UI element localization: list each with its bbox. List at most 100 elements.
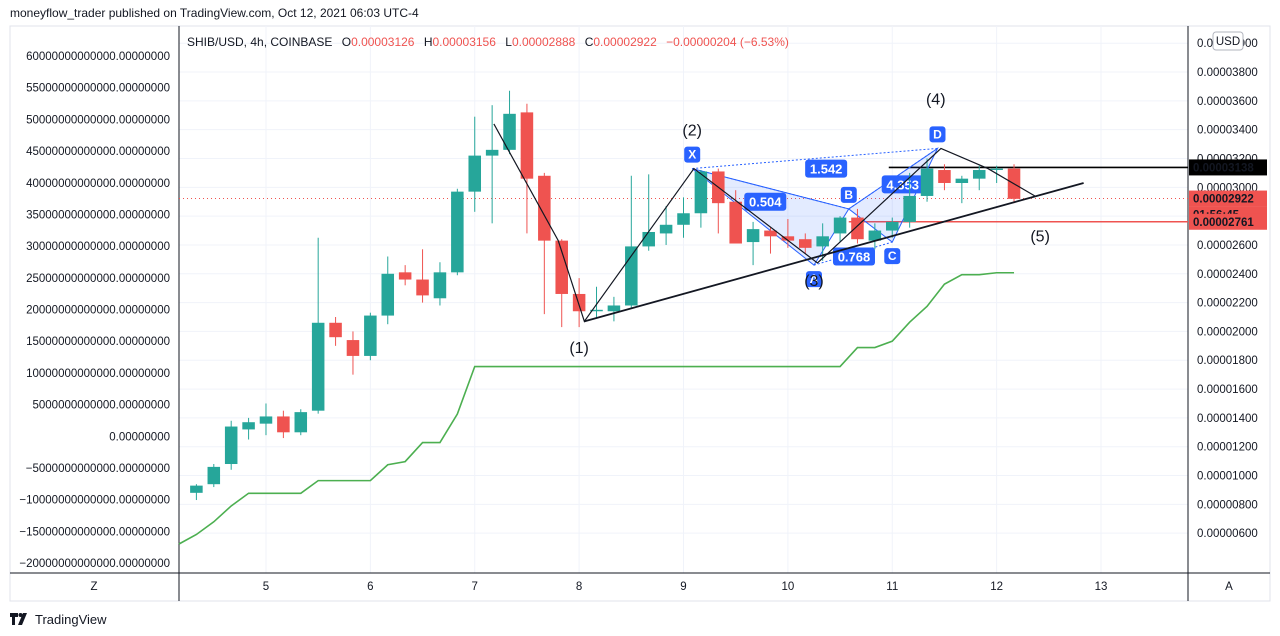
candle-body bbox=[224, 426, 238, 465]
price-tick: 0.00001400 bbox=[1197, 413, 1258, 425]
candle-body bbox=[572, 293, 586, 312]
pattern-line-xb bbox=[692, 168, 849, 210]
chart-pane[interactable] bbox=[9, 25, 1271, 602]
candle-body bbox=[381, 273, 395, 316]
candle-body bbox=[259, 416, 273, 424]
ratio-label: 0.768 bbox=[838, 249, 871, 264]
time-tick: 7 bbox=[472, 581, 478, 593]
left-tick: 30000000000000.00000000 bbox=[26, 241, 170, 253]
candle-body bbox=[607, 305, 621, 312]
candle-body bbox=[990, 168, 1003, 171]
candle-body bbox=[746, 229, 760, 243]
ratio-box bbox=[832, 247, 875, 266]
ratio-label: 1.542 bbox=[810, 162, 843, 177]
price-axis[interactable]: 0.00000600 0.00000800 0.00001000 0.00001200… bbox=[1197, 38, 1258, 540]
left-tick: 10000000000000.00000000 bbox=[26, 368, 170, 380]
candle-body bbox=[468, 155, 482, 192]
wave-label: (3) bbox=[804, 273, 824, 290]
candle-body bbox=[485, 149, 499, 156]
wave-label: (2) bbox=[682, 122, 702, 139]
left-tick: 35000000000000.00000000 bbox=[26, 209, 170, 221]
legend-high: 0.00003156 bbox=[433, 35, 497, 49]
harmonic-pattern[interactable]: X A B C D 0.504 0.768 1.542 4.353 bbox=[684, 126, 946, 288]
candle-body bbox=[920, 168, 934, 196]
wave-label: (5) bbox=[1030, 228, 1050, 245]
left-tick: 25000000000000.00000000 bbox=[26, 273, 170, 285]
left-tick: 20000000000000.00000000 bbox=[26, 305, 170, 317]
time-tick: 9 bbox=[680, 581, 686, 593]
candle-body bbox=[520, 112, 534, 179]
candle-body bbox=[903, 195, 916, 222]
left-tick: 50000000000000.00000000 bbox=[26, 114, 170, 126]
candles bbox=[190, 90, 1021, 501]
price-tick: 0.00001800 bbox=[1197, 355, 1258, 367]
legend-symbol: SHIB/USD, 4h, COINBASE bbox=[187, 35, 332, 49]
bottom-left-button[interactable]: Z bbox=[82, 576, 106, 596]
candle-body bbox=[329, 322, 342, 338]
currency-badge[interactable]: USD bbox=[1212, 31, 1244, 51]
left-tick: −10000000000000.00000000 bbox=[19, 495, 170, 507]
candle-body bbox=[242, 422, 255, 430]
candle-body bbox=[294, 412, 308, 433]
legend-low: 0.00002888 bbox=[512, 35, 576, 49]
price-tick: 0.00000600 bbox=[1197, 528, 1258, 540]
ratio-label: 4.353 bbox=[886, 177, 919, 192]
candle-body bbox=[938, 170, 951, 183]
candle-body bbox=[433, 272, 447, 299]
left-axis[interactable]: 60000000000000.00000000 55000000000000.00… bbox=[19, 51, 170, 570]
candle-body bbox=[398, 272, 412, 280]
candle-body bbox=[555, 240, 568, 294]
left-tick: −5000000000000.00000000 bbox=[26, 463, 170, 475]
candle-body bbox=[346, 340, 360, 356]
price-tag-box bbox=[1189, 159, 1267, 176]
left-tick: 15000000000000.00000000 bbox=[26, 336, 170, 348]
ratio-label: 0.504 bbox=[749, 195, 782, 210]
pattern-point-box bbox=[684, 146, 701, 163]
elliott-waves[interactable]: (1) (2) (3) (4) (5) bbox=[493, 91, 1084, 357]
time-tick: 10 bbox=[781, 581, 794, 593]
candle-body bbox=[868, 230, 882, 241]
candle-body bbox=[694, 171, 708, 214]
candle-body bbox=[972, 170, 986, 179]
pattern-point-box bbox=[929, 126, 946, 143]
candle-body bbox=[885, 221, 899, 231]
legend-open-label: O bbox=[342, 35, 351, 49]
published-header: moneyflow_trader published on TradingVie… bbox=[10, 6, 419, 20]
bottom-right-button-label: A bbox=[1225, 581, 1233, 593]
footer-brand[interactable]: TradingView bbox=[10, 610, 107, 628]
pattern-point-box bbox=[840, 186, 857, 203]
candle-body bbox=[764, 230, 777, 237]
legend-open: 0.00003126 bbox=[351, 35, 415, 49]
candle-body bbox=[503, 113, 516, 150]
pattern-line-xd bbox=[692, 147, 938, 170]
ratio-box bbox=[805, 159, 848, 178]
price-tag-box bbox=[1189, 213, 1267, 230]
candle-body bbox=[729, 201, 742, 244]
wave-label: (4) bbox=[926, 91, 946, 108]
left-tick: 45000000000000.00000000 bbox=[26, 146, 170, 158]
price-tick: 0.00002400 bbox=[1197, 269, 1258, 281]
footer-brand-label: TradingView bbox=[35, 611, 107, 627]
price-tick: 0.00000800 bbox=[1197, 499, 1258, 511]
candle-body bbox=[955, 178, 969, 183]
pattern-point-box bbox=[805, 271, 822, 288]
candle-body bbox=[851, 217, 864, 240]
candle-body bbox=[311, 322, 325, 411]
candle-body bbox=[364, 315, 377, 356]
price-tick: 0.00001000 bbox=[1197, 471, 1258, 483]
ratio-box bbox=[744, 192, 787, 211]
price-tick: 0.00001200 bbox=[1197, 442, 1258, 454]
time-tick: 6 bbox=[367, 581, 373, 593]
wave-label: (1) bbox=[569, 340, 589, 357]
candle-body bbox=[816, 236, 829, 247]
time-axis[interactable]: 5 6 7 8 9 10 11 12 13 bbox=[263, 581, 1108, 593]
legend-change: −0.00000204 (−6.53%) bbox=[666, 35, 789, 49]
price-tag-label: 0.00003138 bbox=[1193, 162, 1254, 174]
candle-body bbox=[642, 231, 655, 247]
bottom-right-button[interactable]: A bbox=[1217, 576, 1241, 596]
price-tick: 0.00003600 bbox=[1197, 96, 1258, 108]
price-tick: 0.00001600 bbox=[1197, 384, 1258, 396]
candle-body bbox=[416, 279, 429, 296]
